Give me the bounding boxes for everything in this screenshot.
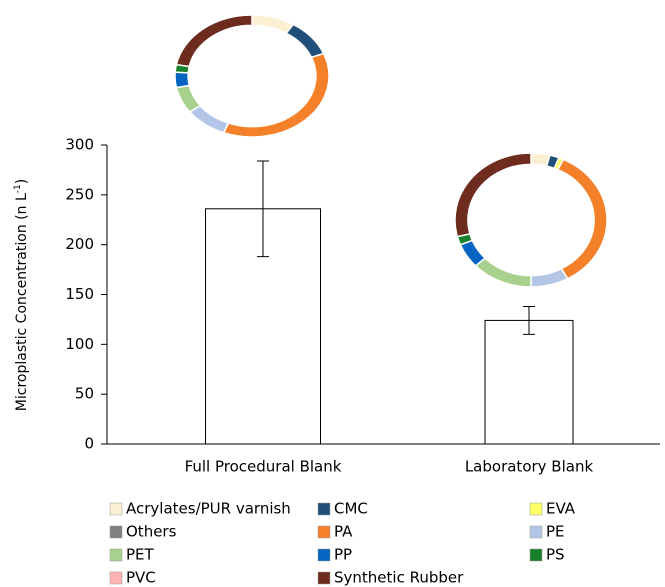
legend-swatch <box>317 502 331 516</box>
y-label-text: ) <box>14 179 30 184</box>
legend-label: PET <box>126 546 155 564</box>
y-label-text: Microplastic Concentration (n L <box>14 193 30 411</box>
y-tick-label: 0 <box>84 435 94 453</box>
donut-slice <box>251 14 295 35</box>
legend-label: Synthetic Rubber <box>334 569 464 587</box>
donut-slice <box>174 71 191 89</box>
x-tick-label: Full Procedural Blank <box>185 458 342 476</box>
bar <box>484 319 574 445</box>
legend-swatch <box>109 571 123 585</box>
y-tick-label: 200 <box>65 235 94 253</box>
legend-swatch <box>317 548 331 562</box>
legend-swatch <box>317 571 331 585</box>
donut-slice <box>474 257 532 288</box>
donut-slice <box>454 152 532 238</box>
legend-swatch <box>529 525 543 539</box>
legend-swatch <box>109 548 123 562</box>
legend-label: PP <box>334 546 352 564</box>
error-bar <box>257 160 269 258</box>
legend-label: PVC <box>126 569 156 587</box>
legend-label: PA <box>334 523 353 541</box>
legend-swatch <box>317 525 331 539</box>
legend-label: PS <box>546 546 565 564</box>
legend-swatch <box>529 502 543 516</box>
y-label-sup: -1 <box>13 184 23 193</box>
donut-slice <box>188 104 230 134</box>
y-tick-label: 150 <box>65 285 94 303</box>
y-axis-label: Microplastic Concentration (n L-1) <box>13 179 31 411</box>
donut-slice <box>222 52 330 138</box>
donut-slice <box>530 267 569 288</box>
legend-label: Acrylates/PUR varnish <box>126 500 291 518</box>
legend-label: EVA <box>546 500 576 518</box>
y-tick-label: 300 <box>65 136 94 154</box>
donut-slice <box>175 14 253 68</box>
error-bar <box>523 305 535 335</box>
donut-slice <box>459 239 487 267</box>
donut-slice <box>175 84 202 113</box>
legend-label: PE <box>546 523 565 541</box>
y-tick-label: 100 <box>65 335 94 353</box>
legend-swatch <box>529 548 543 562</box>
legend-label: Others <box>126 523 177 541</box>
y-tick-label: 50 <box>75 385 94 403</box>
donut-slice <box>556 158 608 280</box>
legend-label: CMC <box>334 500 368 518</box>
x-tick-label: Laboratory Blank <box>465 458 594 476</box>
y-tick-label: 250 <box>65 185 94 203</box>
legend-swatch <box>109 525 123 539</box>
legend-swatch <box>109 502 123 516</box>
donut-slice <box>285 23 325 59</box>
